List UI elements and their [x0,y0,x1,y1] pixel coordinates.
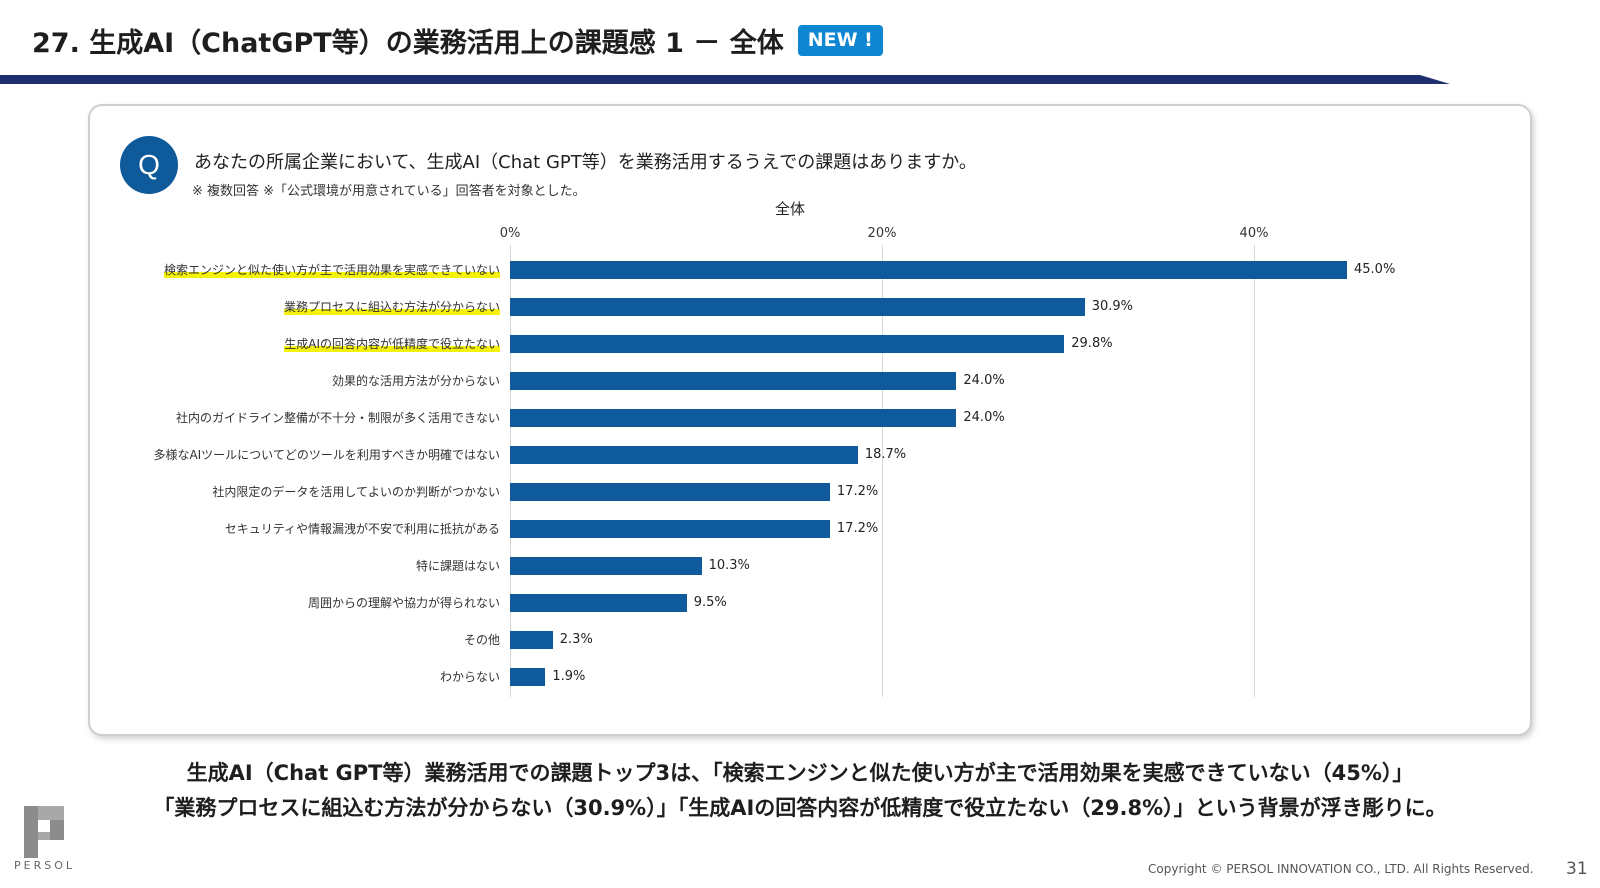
page-title: 27. 生成AI（ChatGPT等）の業務活用上の課題感 1 － 全体 [32,27,784,59]
data-label: 1.9% [552,669,586,684]
chart-title: 全体 [774,200,805,218]
page-header: 27. 生成AI（ChatGPT等）の業務活用上の課題感 1 － 全体 NEW … [32,18,883,62]
bar [510,335,1065,353]
summary-line-2: 「業務プロセスに組込む方法が分からない（30.9%）」「生成AIの回答内容が低精… [153,796,1447,820]
question-mark-icon: Q [120,136,178,194]
data-label: 17.2% [836,484,879,499]
question-text: あなたの所属企業において、生成AI（Chat GPT等）を業務活用するうえでの課… [194,152,977,173]
data-label: 30.9% [1091,299,1134,314]
data-label: 24.0% [963,410,1005,425]
bar [510,298,1085,316]
category-label: 効果的な活用方法が分からない [331,374,500,388]
category-label: 生成AIの回答内容が低精度で役立たない [284,336,500,352]
persol-logo-icon [24,806,64,862]
category-label: 社内限定のデータを活用してよいのか判断がつかない [212,485,500,499]
data-label: 10.3% [708,558,750,573]
data-label: 29.8% [1071,336,1113,351]
gridline [1254,245,1255,697]
x-tick-label: 40% [1239,226,1269,241]
question-note: ※ 複数回答 ※「公式環境が用意されている」回答者を対象とした。 [192,184,586,199]
bar [510,520,830,538]
bar [510,261,1347,279]
logo-text: PERSOL [14,859,75,872]
category-label: 特に課題はない [415,559,500,573]
new-badge: NEW ! [797,24,883,56]
bar [510,594,687,612]
summary-line-1: 生成AI（Chat GPT等）業務活用での課題トップ3は、「検索エンジンと似た使… [186,761,1414,785]
copyright: Copyright © PERSOL INNOVATION CO., LTD. … [1148,862,1534,876]
bar [510,668,546,686]
category-label: 業務プロセスに組込む方法が分からない [283,299,500,315]
category-label: その他 [463,633,500,647]
data-label: 9.5% [693,595,727,610]
data-label: 17.2% [836,521,879,536]
bar [510,446,858,464]
bar [510,631,553,649]
bar [510,483,830,501]
gridline [510,245,511,697]
category-label: 検索エンジンと似た使い方が主で活用効果を実感できていない [163,262,500,278]
bar [510,557,702,575]
category-label: 周囲からの理解や協力が得られない [307,596,500,610]
data-label: 24.0% [963,373,1005,388]
category-label: セキュリティや情報漏洩が不安で利用に抵抗がある [224,522,500,536]
x-tick-label: 0% [499,226,521,241]
data-label: 18.7% [864,447,907,462]
gridline [882,245,883,697]
data-label: 2.3% [559,632,593,647]
x-tick-label: 20% [867,226,897,241]
bar [510,372,957,390]
category-label: 社内のガイドライン整備が不十分・制限が多く活用できない [175,411,500,425]
bar [510,409,957,427]
category-label: わからない [439,670,500,684]
data-label: 45.0% [1354,262,1396,277]
page-number: 31 [1566,859,1588,879]
title-underline-bar [0,75,1450,84]
category-label: 多様なAIツールについてどのツールを利用すべきか明確ではない [153,448,500,462]
